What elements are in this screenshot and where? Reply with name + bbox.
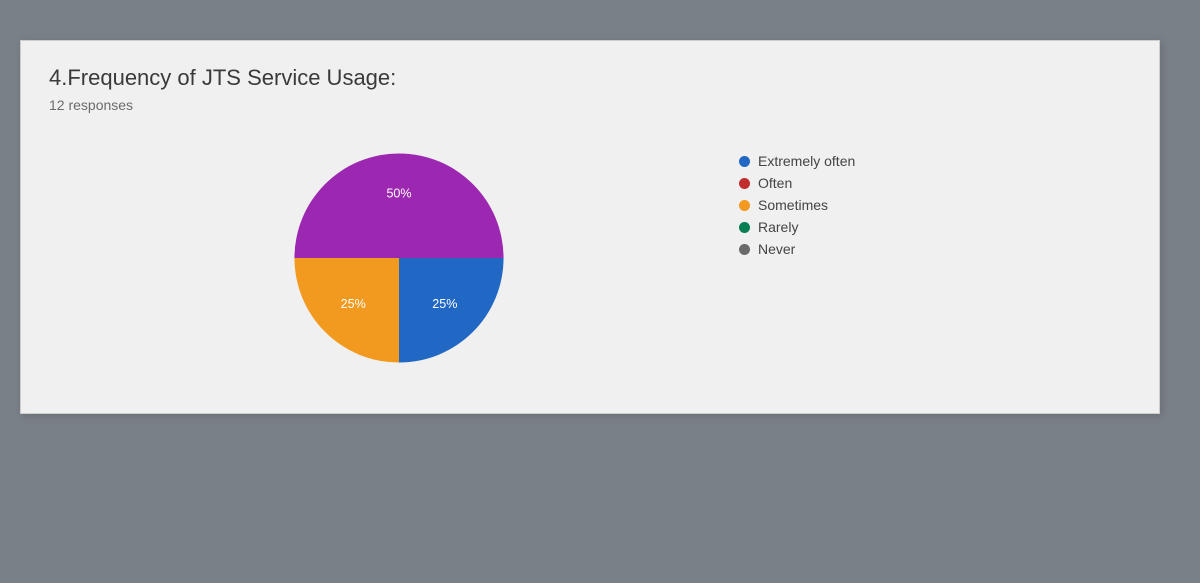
legend-swatch-icon <box>739 178 750 189</box>
legend-item: Often <box>739 175 855 191</box>
legend-swatch-icon <box>739 244 750 255</box>
legend-item: Rarely <box>739 219 855 235</box>
pie-slice-label: 25% <box>432 297 457 311</box>
response-count: 12 responses <box>49 97 1131 113</box>
legend-swatch-icon <box>739 156 750 167</box>
legend-label: Extremely often <box>758 153 855 169</box>
legend-label: Never <box>758 241 795 257</box>
legend-item: Never <box>739 241 855 257</box>
question-title: 4.Frequency of JTS Service Usage: <box>49 65 1131 91</box>
pie-slice-label: 50% <box>386 186 411 200</box>
legend-item: Sometimes <box>739 197 855 213</box>
legend-label: Often <box>758 175 792 191</box>
pie-slice-label: 25% <box>341 297 366 311</box>
pie-chart: 50% 25% 25% <box>284 143 514 373</box>
legend: Extremely often Often Sometimes Rarely N… <box>739 153 855 257</box>
legend-swatch-icon <box>739 222 750 233</box>
chart-row: 50% 25% 25% Extremely often Often Sometime… <box>49 123 1131 373</box>
legend-swatch-icon <box>739 200 750 211</box>
pie-chart-container: 50% 25% 25% <box>249 143 549 373</box>
legend-label: Sometimes <box>758 197 828 213</box>
survey-card: 4.Frequency of JTS Service Usage: 12 res… <box>20 40 1160 414</box>
legend-label: Rarely <box>758 219 798 235</box>
legend-item: Extremely often <box>739 153 855 169</box>
pie-slice <box>294 153 503 258</box>
